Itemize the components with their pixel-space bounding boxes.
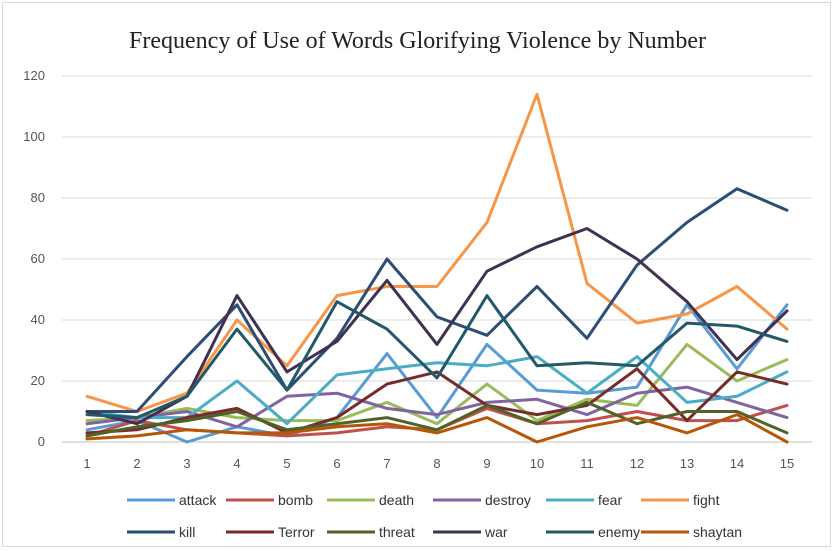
x-tick-label: 5: [283, 456, 290, 471]
series-line-attack: [85, 303, 789, 444]
legend-item-threat: threat: [327, 524, 415, 540]
y-tick-label: 100: [23, 129, 45, 144]
y-tick-label: 120: [23, 68, 45, 83]
legend-label: fight: [693, 492, 720, 508]
legend-label: destroy: [485, 492, 531, 508]
y-tick-label: 0: [38, 434, 45, 449]
legend-label: kill: [179, 524, 195, 540]
y-tick-label: 20: [31, 373, 45, 388]
x-tick-label: 2: [133, 456, 140, 471]
x-tick-label: 4: [233, 456, 240, 471]
x-tick-label: 10: [530, 456, 544, 471]
legend-label: shaytan: [693, 524, 742, 540]
legend-item-attack: attack: [127, 492, 217, 508]
y-tick-label: 40: [31, 312, 45, 327]
legend-item-kill: kill: [127, 524, 195, 540]
series-line-shaytan: [85, 413, 789, 444]
x-tick-label: 1: [83, 456, 90, 471]
x-tick-label: 7: [383, 456, 390, 471]
x-tick-label: 15: [780, 456, 794, 471]
legend-label: enemy: [598, 524, 640, 540]
y-tick-label: 80: [31, 190, 45, 205]
series-line-threat: [85, 400, 789, 438]
x-tick-label: 13: [680, 456, 694, 471]
legend-item-death: death: [327, 492, 414, 508]
legend-label: attack: [179, 492, 217, 508]
legend: attack bomb death destroy fear fight kill Terro…: [127, 492, 742, 540]
x-tick-label: 11: [580, 456, 594, 471]
legend-item-fear: fear: [546, 492, 622, 508]
series-line-fear: [85, 355, 789, 426]
legend-label: death: [379, 492, 414, 508]
series-line-death: [85, 342, 789, 426]
x-tick-label: 8: [433, 456, 440, 471]
legend-item-destroy: destroy: [433, 492, 531, 508]
legend-item-enemy: enemy: [546, 524, 640, 540]
legend-item-bomb: bomb: [226, 492, 313, 508]
x-axis-ticks: 1 2 3 4 5 6 7 8 9 10 11 12 13 14 15: [83, 456, 794, 471]
x-tick-label: 14: [730, 456, 744, 471]
gridlines: [62, 75, 812, 443]
legend-item-fight: fight: [641, 492, 720, 508]
series-line-kill: [85, 187, 789, 413]
legend-label: threat: [379, 524, 415, 540]
legend-label: bomb: [278, 492, 313, 508]
x-tick-label: 12: [630, 456, 644, 471]
series-lines: [85, 92, 789, 444]
series-line-enemy: [85, 294, 789, 420]
legend-label: war: [484, 524, 508, 540]
series-line-fight: [85, 92, 789, 413]
legend-label: Terror: [278, 524, 315, 540]
legend-item-shaytan: shaytan: [641, 524, 742, 540]
x-tick-label: 6: [333, 456, 340, 471]
chart-title: Frequency of Use of Words Glorifying Vio…: [129, 28, 706, 54]
x-tick-label: 9: [483, 456, 490, 471]
series-line-war: [85, 227, 789, 426]
y-tick-label: 60: [31, 251, 45, 266]
legend-item-terror: Terror: [226, 524, 315, 540]
x-tick-label: 3: [183, 456, 190, 471]
legend-label: fear: [598, 492, 622, 508]
legend-item-war: war: [433, 524, 508, 540]
y-axis-ticks: 0 20 40 60 80 100 120: [23, 68, 45, 449]
series-line-terror: [85, 367, 789, 435]
